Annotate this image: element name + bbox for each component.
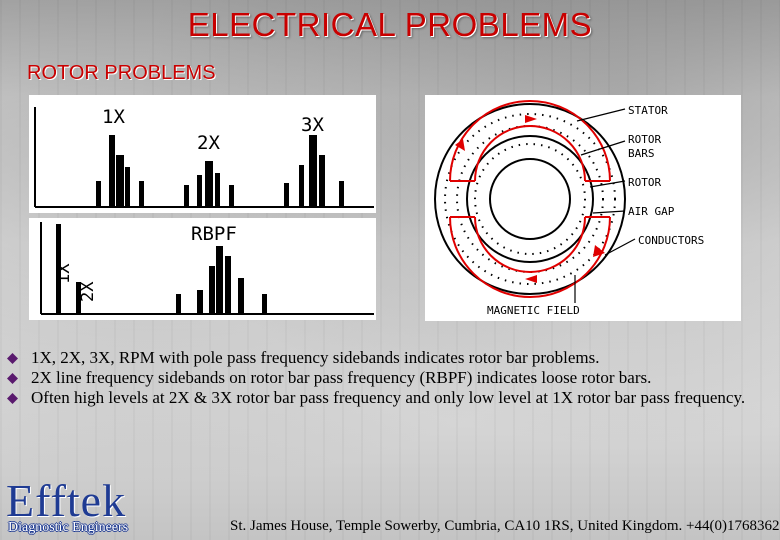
label-rotor-bars-1: ROTOR: [628, 133, 661, 146]
stator-conductors-inner: [456, 125, 604, 273]
label-rotor-bars-2: BARS: [628, 147, 655, 160]
motor-cross-section-diagram: STATOR ROTOR BARS ROTOR AIR GAP CONDUCTO…: [425, 95, 741, 321]
spectrum-peak: [209, 266, 215, 314]
spectrum-peak: [284, 183, 289, 207]
leader-conductors: [604, 238, 636, 256]
field-arrow: [455, 139, 465, 151]
rotor-inner-circle: [489, 158, 571, 240]
spectrum-peak: [339, 181, 344, 207]
leader-stator: [576, 108, 626, 122]
company-address: St. James House, Temple Sowerby, Cumbria…: [230, 518, 780, 534]
spectrum-peak-rbpf: [216, 246, 223, 314]
spectrum-peak: [125, 167, 130, 207]
label-2x-rotated: 2X: [78, 281, 98, 302]
field-loop-bottom-inner: [474, 216, 586, 273]
leader-rotor-bars: [580, 140, 626, 156]
leader-air-gap: [592, 210, 626, 214]
spectrum-peak: [215, 173, 220, 207]
spectrum-peak-3x: [309, 135, 317, 207]
spectrum-peak: [197, 175, 202, 207]
stator-conductors: [444, 113, 616, 285]
company-tagline: Diagnostic Engineers: [8, 520, 129, 535]
spectrum-peak: [139, 181, 144, 207]
company-logo: Efftek: [6, 475, 127, 526]
bullet-list: 1X, 2X, 3X, RPM with pole pass frequency…: [7, 348, 747, 408]
bullet-text: Often high levels at 2X & 3X rotor bar p…: [31, 388, 746, 407]
spectrum-peak: [96, 181, 101, 207]
rotor-bars: [474, 143, 586, 255]
spectrum-peak: [197, 290, 203, 314]
spectrum-peak: [229, 185, 234, 207]
spectrum-peak: [176, 294, 181, 314]
bullet-text: 2X line frequency sidebands on rotor bar…: [31, 368, 652, 387]
field-arrow: [525, 115, 537, 123]
field-arrow: [593, 245, 605, 257]
label-conductors: CONDUCTORS: [638, 234, 704, 247]
label-1x: 1X: [102, 106, 125, 128]
label-air-gap: AIR GAP: [628, 205, 675, 218]
diamond-bullet-icon: [7, 353, 18, 364]
label-stator: STATOR: [628, 104, 668, 117]
diamond-bullet-icon: [7, 373, 18, 384]
spectrum-peak-2x: [205, 161, 213, 207]
stator-outer-circle: [434, 103, 626, 295]
label-1x-rotated: 1X: [54, 263, 74, 284]
spectrum-peak: [116, 155, 124, 207]
spectrum-peak: [299, 165, 304, 207]
label-2x: 2X: [197, 132, 220, 154]
bullet-item: 1X, 2X, 3X, RPM with pole pass frequency…: [7, 348, 747, 368]
rotor-outer-circle: [466, 135, 594, 263]
spectrum-peak: [238, 278, 244, 314]
bullet-item: Often high levels at 2X & 3X rotor bar p…: [7, 388, 747, 408]
spectrum-peak-2x: [76, 282, 81, 314]
label-3x: 3X: [301, 114, 324, 136]
spectrum-peak-1x: [56, 224, 61, 314]
label-rbpf: RBPF: [191, 223, 237, 245]
field-arrow: [525, 275, 537, 283]
section-subtitle: ROTOR PROBLEMS: [27, 62, 216, 84]
diamond-bullet-icon: [7, 393, 18, 404]
bullet-item: 2X line frequency sidebands on rotor bar…: [7, 368, 747, 388]
spectrum-bottom-panel: 1X 2X RBPF: [29, 218, 376, 320]
spectrum-peak: [225, 256, 231, 314]
leader-rotor: [589, 180, 626, 188]
page-title: ELECTRICAL PROBLEMS: [187, 6, 593, 43]
spectrum-peak: [184, 185, 189, 207]
spectrum-top-panel: 1X 2X 3X: [29, 95, 376, 213]
spectrum-peak: [262, 294, 267, 314]
field-loop-top-inner: [474, 125, 586, 182]
bullet-text: 1X, 2X, 3X, RPM with pole pass frequency…: [31, 348, 600, 367]
label-magnetic-field: MAGNETIC FIELD: [487, 304, 580, 317]
spectrum-peak: [319, 155, 325, 207]
label-rotor: ROTOR: [628, 176, 661, 189]
spectrum-peak-1x: [109, 135, 115, 207]
